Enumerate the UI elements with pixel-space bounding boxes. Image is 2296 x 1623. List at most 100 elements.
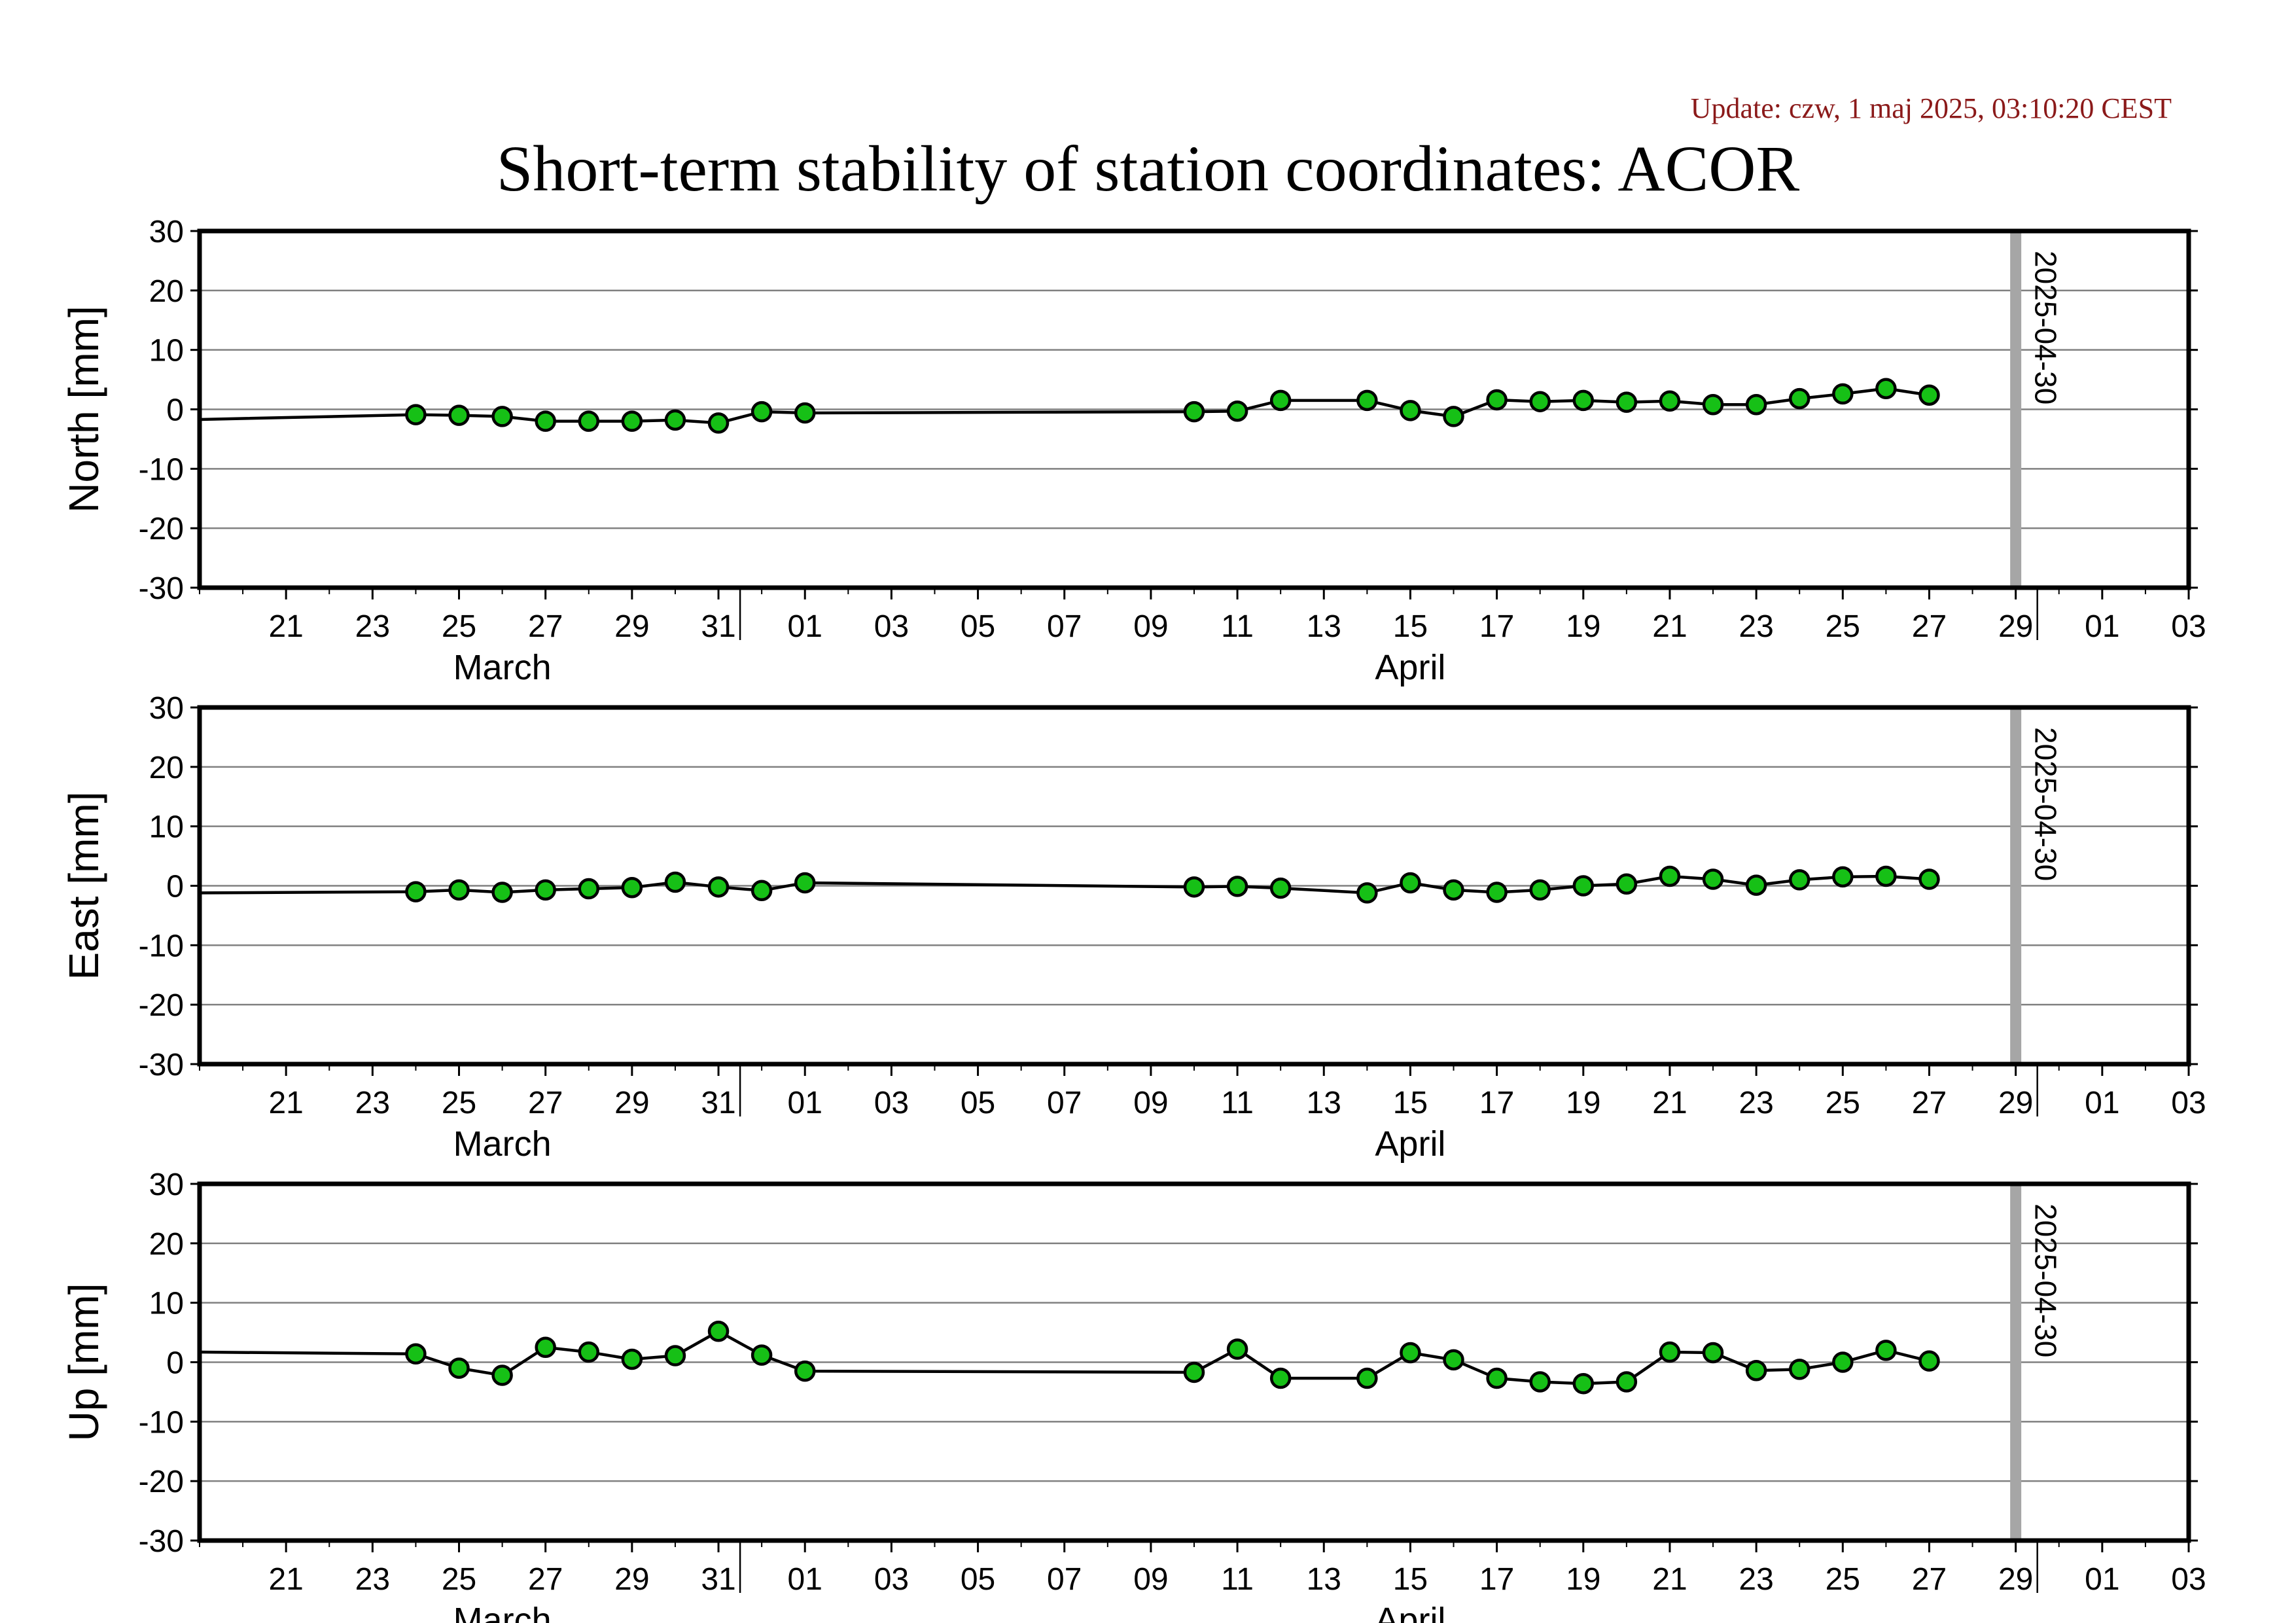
x-tick-label: 03 <box>874 609 909 644</box>
series-line <box>199 1329 1930 1385</box>
y-tick-label: 0 <box>166 870 184 904</box>
data-point <box>1702 1342 1724 1364</box>
data-point <box>707 876 730 898</box>
x-tick-label: 29 <box>1998 1086 2033 1120</box>
x-tick-label: 01 <box>2085 609 2119 644</box>
x-tick-label: 21 <box>268 1562 303 1597</box>
y-tick-label: 30 <box>149 1168 184 1202</box>
data-point <box>1183 1361 1205 1383</box>
x-tick-label: 07 <box>1047 1086 1082 1120</box>
y-tick-label: -10 <box>139 929 184 963</box>
x-tick-label: 05 <box>961 1086 995 1120</box>
data-point <box>1702 868 1724 890</box>
x-tick-label: 03 <box>2171 1086 2206 1120</box>
x-tick-label: 21 <box>268 609 303 644</box>
data-point <box>535 1336 556 1359</box>
data-point <box>707 1321 730 1342</box>
x-tick-label: 27 <box>528 609 563 644</box>
x-tick-label: 29 <box>1998 1562 2033 1597</box>
x-tick-label: 09 <box>1133 1562 1168 1597</box>
x-tick-label: 01 <box>788 1562 822 1597</box>
x-tick-label: 01 <box>788 609 822 644</box>
x-tick-label: 03 <box>2171 1562 2206 1597</box>
x-tick-label: 05 <box>961 609 995 644</box>
data-point <box>1486 1367 1508 1389</box>
x-tick-label: 03 <box>2171 609 2206 644</box>
data-point <box>491 406 513 427</box>
x-tick-label: 13 <box>1307 1562 1341 1597</box>
data-point <box>794 402 816 424</box>
data-point <box>1269 877 1292 899</box>
data-point <box>1356 882 1378 904</box>
x-tick-label: 27 <box>528 1562 563 1597</box>
data-point <box>448 404 470 426</box>
data-point <box>1745 874 1767 896</box>
data-point <box>1529 1371 1551 1393</box>
data-point <box>405 881 427 902</box>
data-point <box>1832 1351 1854 1373</box>
x-tick-label: 07 <box>1047 609 1082 644</box>
data-point <box>1226 400 1248 422</box>
data-point <box>578 1341 600 1363</box>
x-tick-label: 27 <box>1912 1562 1947 1597</box>
y-axis-label: North [mm] <box>60 306 107 512</box>
x-tick-label: 27 <box>528 1086 563 1120</box>
data-point <box>448 879 470 901</box>
x-tick-label: 01 <box>2085 1562 2119 1597</box>
x-tick-label: 25 <box>442 1562 476 1597</box>
y-tick-label: -20 <box>139 512 184 546</box>
y-tick-label: 20 <box>149 751 184 785</box>
x-tick-label: 21 <box>1652 1562 1687 1597</box>
month-label: April <box>1375 648 1445 687</box>
x-tick-label: 15 <box>1393 609 1428 644</box>
x-tick-label: 27 <box>1912 1086 1947 1120</box>
x-tick-label: 31 <box>701 609 735 644</box>
x-tick-label: 23 <box>1739 1562 1773 1597</box>
date-marker-label: 2025-04-30 <box>2028 251 2062 404</box>
x-tick-label: 11 <box>1221 1086 1254 1120</box>
data-point <box>1400 872 1421 894</box>
x-tick-label: 21 <box>1652 609 1687 644</box>
data-point <box>621 1348 643 1370</box>
data-point <box>1659 1341 1681 1363</box>
data-point <box>1745 1359 1767 1382</box>
data-point <box>491 1364 513 1386</box>
y-tick-label: -20 <box>139 1465 184 1499</box>
data-point <box>1529 391 1551 412</box>
y-tick-label: 30 <box>149 691 184 726</box>
x-tick-label: 19 <box>1566 609 1600 644</box>
data-point <box>578 410 600 432</box>
y-tick-label: 20 <box>149 1227 184 1262</box>
plot-frame <box>197 705 2191 1067</box>
data-point <box>1400 1342 1421 1364</box>
data-point <box>448 1357 470 1379</box>
data-point <box>1745 393 1767 416</box>
x-tick-label: 25 <box>1826 1562 1860 1597</box>
y-tick-label: -30 <box>139 1048 184 1082</box>
x-tick-label: 01 <box>2085 1086 2119 1120</box>
data-point <box>405 404 427 425</box>
data-point <box>1616 873 1638 895</box>
data-point <box>1616 1371 1638 1393</box>
data-point <box>1832 383 1854 405</box>
data-point <box>1443 879 1464 901</box>
data-point <box>1443 406 1464 427</box>
x-tick-label: 25 <box>1826 1086 1860 1120</box>
x-tick-label: 13 <box>1307 609 1341 644</box>
x-tick-label: 09 <box>1133 1086 1168 1120</box>
y-tick-label: 30 <box>149 215 184 249</box>
data-point <box>535 879 556 901</box>
data-point <box>707 412 730 434</box>
month-label: April <box>1375 1124 1445 1164</box>
data-point <box>794 872 816 894</box>
x-tick-label: 21 <box>268 1086 303 1120</box>
data-point <box>1572 1372 1595 1395</box>
data-point <box>751 401 773 423</box>
y-tick-label: 20 <box>149 274 184 309</box>
y-tick-label: 0 <box>166 393 184 428</box>
y-tick-label: 10 <box>149 334 184 368</box>
x-tick-label: 03 <box>874 1562 909 1597</box>
data-point <box>664 871 686 893</box>
data-point <box>578 878 600 900</box>
